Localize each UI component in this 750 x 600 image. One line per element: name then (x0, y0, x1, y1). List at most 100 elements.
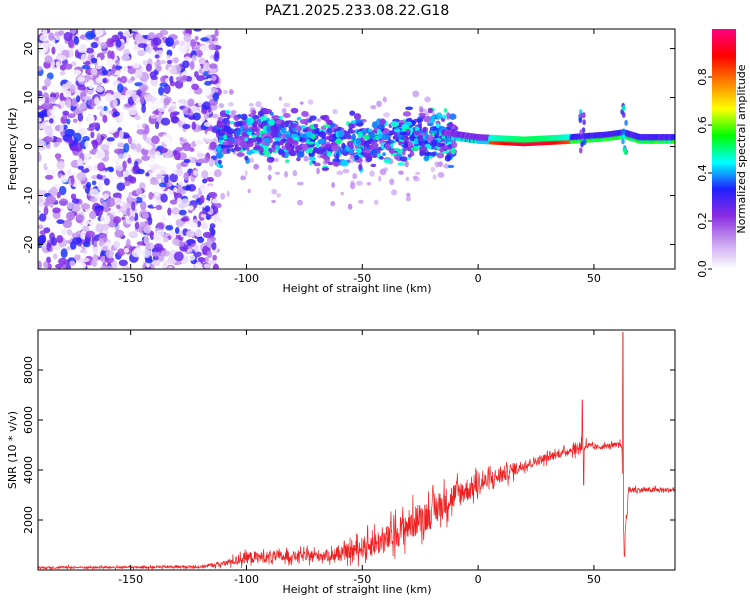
spectrogram-cell (86, 127, 95, 132)
spectrogram-cell (306, 141, 315, 145)
spectrogram-cell (414, 130, 419, 136)
spectrogram-cell (227, 102, 234, 107)
spectrogram-cell (140, 194, 147, 199)
spectrogram-cell (106, 58, 114, 68)
spectrogram-cell (81, 64, 91, 70)
spectrogram-cell (381, 130, 390, 135)
spectrogram-cell (284, 120, 290, 128)
spectrogram-cell (366, 182, 372, 186)
spectrogram-cell (382, 152, 386, 157)
spectrogram-cell (102, 245, 109, 252)
spectrogram-cell (95, 77, 103, 84)
spectrogram-cell (173, 187, 178, 193)
spectrogram-cell (342, 149, 347, 154)
spectrogram-cell (95, 223, 104, 233)
spectrogram-cell (46, 242, 52, 252)
spectrogram-cell (179, 241, 185, 247)
spectrogram-cell (75, 214, 84, 224)
spectrogram-cell (170, 116, 180, 124)
spectrogram-cell (169, 199, 178, 205)
spectrogram-cell (166, 54, 171, 60)
spectrogram-cell (51, 46, 56, 55)
spectrogram-cell (347, 148, 355, 154)
spectrogram-cell (449, 113, 457, 120)
spectrogram-cell (370, 105, 377, 110)
spectrogram-cell (240, 113, 248, 121)
spectrogram-cell (148, 217, 153, 225)
spectrogram-cell (354, 118, 363, 123)
spectrogram-cell (424, 96, 431, 103)
spectrogram-cell (247, 188, 251, 194)
spectrogram-cell (122, 151, 129, 161)
spectrogram-cell (376, 128, 381, 134)
spectrogram-cell (366, 141, 370, 149)
spectrogram-cell (123, 48, 130, 56)
spectrogram-cell (103, 205, 110, 213)
spectrogram-cell (257, 137, 262, 143)
spectrogram-cell (176, 131, 183, 138)
spectrogram-cell (317, 138, 326, 145)
spectrogram-cell (450, 147, 456, 155)
spectrogram-cell (244, 155, 249, 161)
spectrogram-cell (377, 132, 384, 139)
spectrogram-cell (325, 144, 331, 149)
spectrogram-cell (271, 188, 278, 195)
spectrogram-cell (202, 86, 212, 96)
spectrogram-cell (196, 97, 202, 103)
spectrogram-cell (134, 69, 143, 79)
spectrogram-cell (91, 180, 97, 186)
spectrogram-cell (153, 187, 161, 197)
spectrogram-cell (222, 141, 229, 146)
spectrogram-cell (201, 108, 208, 114)
spectrogram-cell (203, 138, 213, 143)
spectrogram-cell (158, 112, 163, 118)
spectrogram-cell (65, 211, 76, 221)
spectrogram-cell (383, 167, 389, 172)
y-tick-label: -20 (22, 236, 35, 254)
spectrogram-cell (112, 111, 120, 117)
spectrogram-cell (114, 229, 125, 238)
spectrogram-cell (152, 197, 157, 208)
spectrogram-cell (337, 130, 345, 137)
spectrogram-cell (301, 110, 309, 118)
spectrogram-cell (246, 131, 253, 136)
spectrogram-cell (435, 122, 440, 129)
snr-ticks: -150 -100 -50 0 50 2000 4000 6000 8000 (22, 330, 675, 586)
spectrogram-cell (161, 250, 171, 257)
spectrogram-cell (246, 141, 254, 148)
spectrogram-cell (295, 145, 303, 151)
spectrogram-cell (138, 182, 146, 190)
spectrogram-cell (106, 137, 115, 142)
spectrogram-cell (404, 160, 409, 168)
spectrogram-cell (211, 113, 219, 119)
spectrogram-cell (59, 123, 64, 132)
spectrogram-cell (199, 194, 205, 204)
spectrogram-cell (143, 224, 152, 234)
spectrogram-cell (173, 150, 181, 161)
spectrogram-cell (191, 121, 197, 130)
spectrogram-cell (327, 161, 334, 166)
spectrogram-cell (206, 250, 213, 259)
y-tick-label: 2000 (22, 506, 35, 534)
spectrogram-cell (67, 168, 72, 177)
spectrogram-cell (252, 137, 257, 143)
spectrogram-cell (308, 156, 316, 161)
spectrogram-cell (285, 131, 291, 136)
spectrogram-cell (443, 108, 448, 113)
spectrogram-cell (384, 143, 391, 150)
colorbar-label: Normalized spectral amplitude (735, 64, 748, 233)
spectrogram-cell (48, 118, 54, 124)
spectrogram-cell (148, 191, 154, 200)
spectrogram-cell (392, 135, 398, 140)
spectrogram-cell (398, 141, 403, 146)
spectrogram-cell (176, 163, 182, 170)
spectrogram-cell (99, 197, 105, 204)
spectrogram-cell (93, 36, 100, 41)
spectrogram-cell (349, 129, 356, 134)
spectrogram-cell (391, 189, 398, 196)
spectrogram-cell (62, 110, 70, 116)
spectrogram-cell (97, 181, 104, 191)
spectrogram-cell (245, 145, 250, 151)
spectrogram-cell (119, 111, 124, 121)
spectrogram-cell (331, 182, 336, 188)
